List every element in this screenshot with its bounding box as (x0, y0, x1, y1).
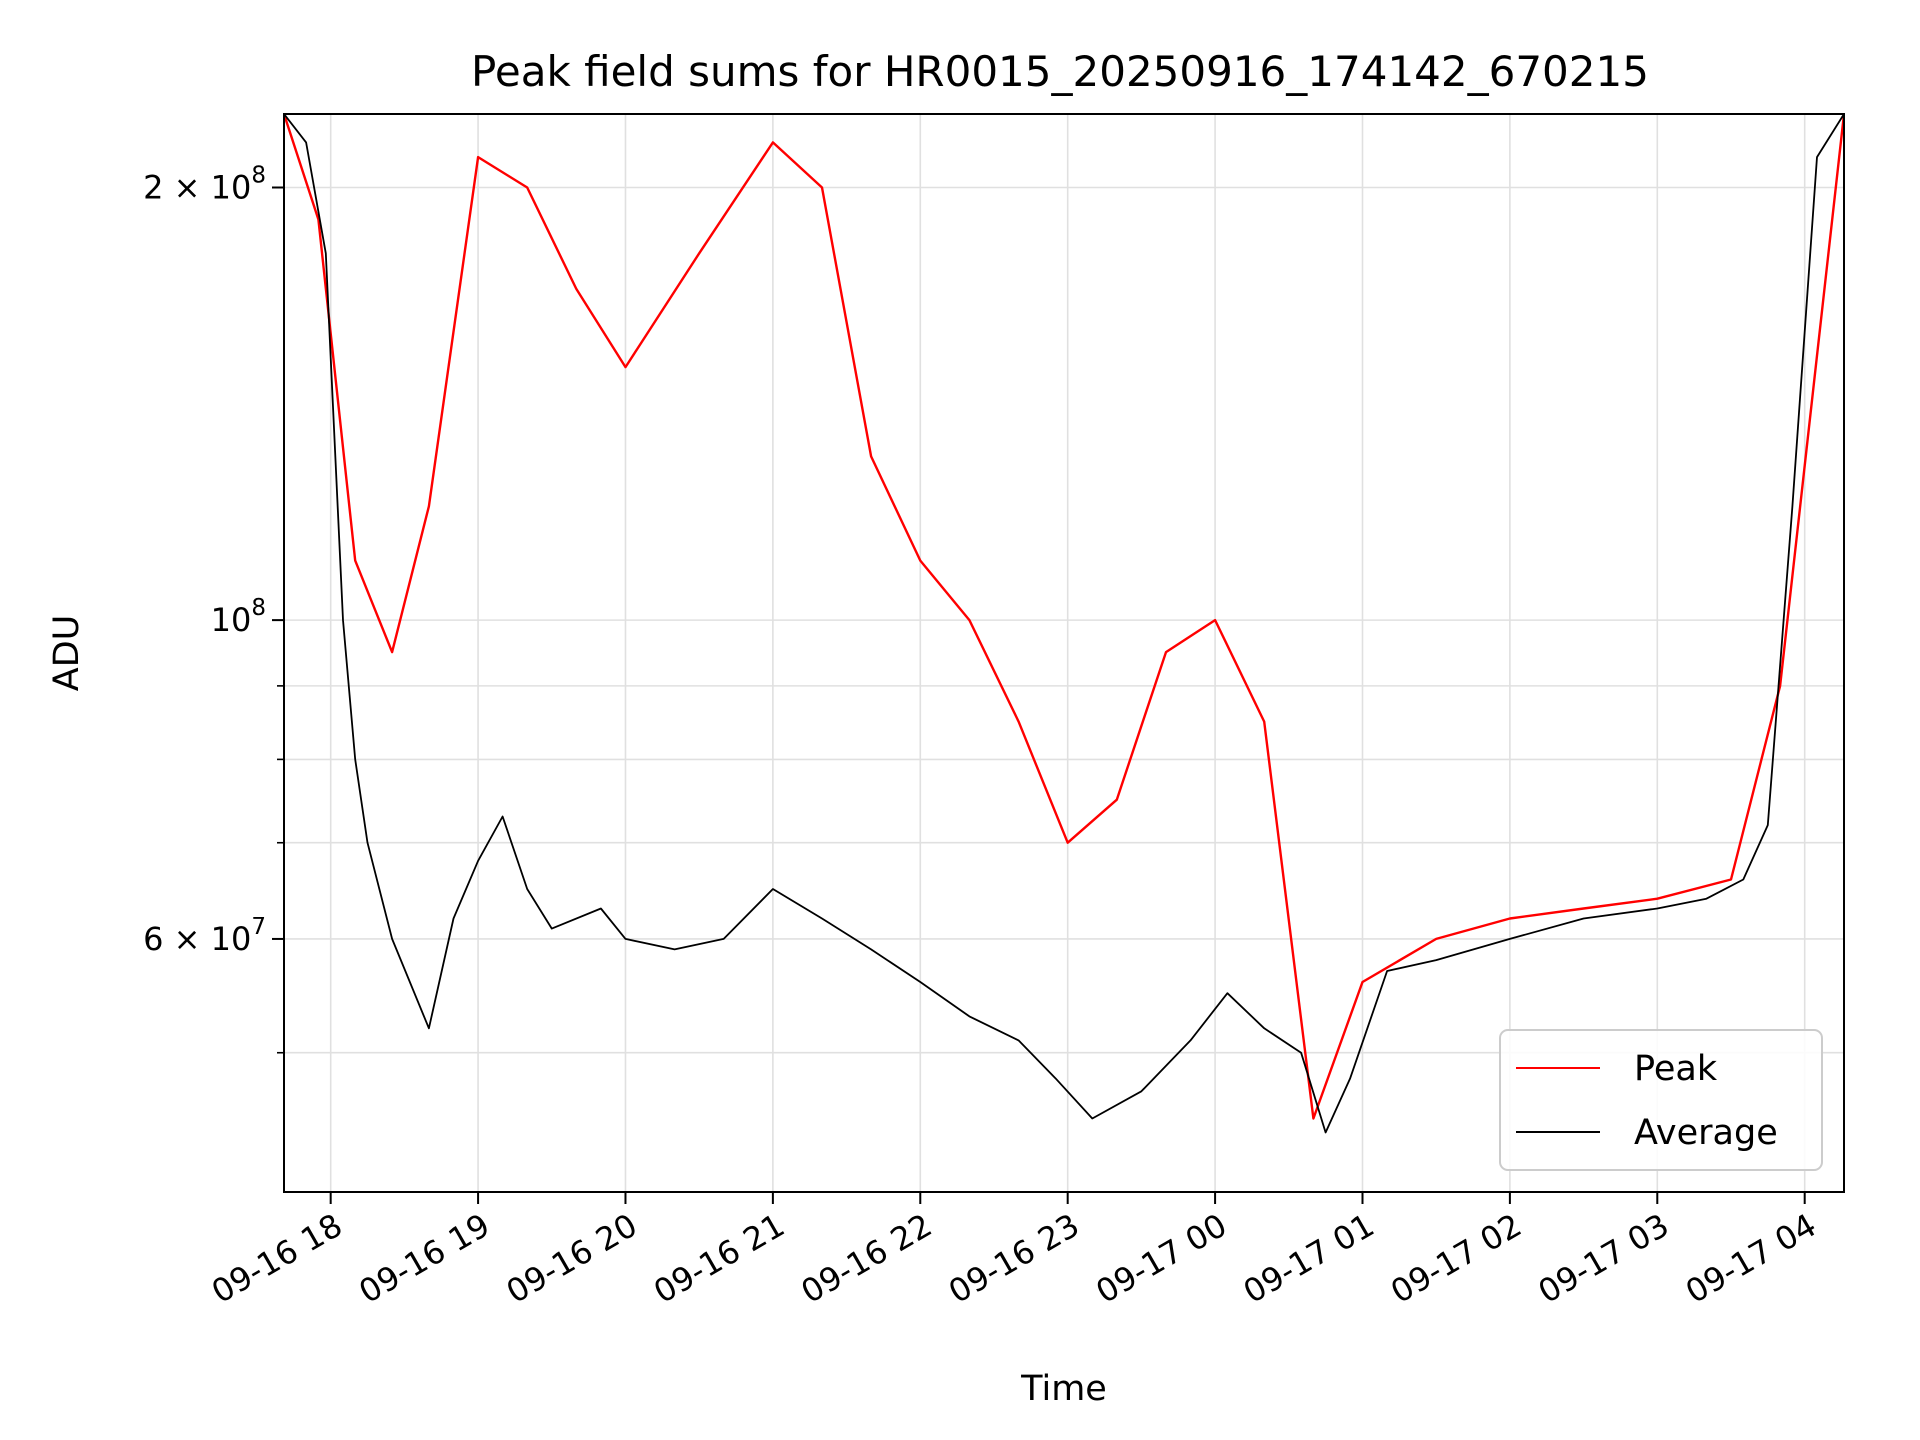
y-tick-base: 10 (211, 601, 252, 639)
y-tick-label: 108 (211, 595, 266, 639)
y-tick-base: 2 × 10 (143, 169, 251, 207)
y-axis-label: ADU (47, 615, 87, 692)
chart-title: Peak field sums for HR0015_20250916_1741… (471, 47, 1649, 96)
series-layer (284, 114, 1844, 1134)
x-axis-label: Time (1020, 1369, 1107, 1409)
grid (284, 114, 1844, 1192)
y-tick-exponent: 8 (251, 595, 266, 621)
series-line-peak (284, 114, 1844, 1120)
y-tick-label: 2 × 108 (143, 163, 266, 207)
legend-average-label: Average (1634, 1113, 1778, 1153)
legend-peak-label: Peak (1634, 1049, 1718, 1089)
legend: Peak Average (1499, 1029, 1823, 1171)
series-line-average (284, 114, 1844, 1134)
y-tick-exponent: 8 (251, 163, 266, 189)
y-tick-label: 6 × 107 (143, 914, 266, 958)
plot-frame (283, 113, 1845, 1193)
legend-box (1499, 1029, 1823, 1171)
y-tick-exponent: 7 (251, 914, 266, 940)
y-tick-base: 6 × 10 (143, 920, 251, 958)
